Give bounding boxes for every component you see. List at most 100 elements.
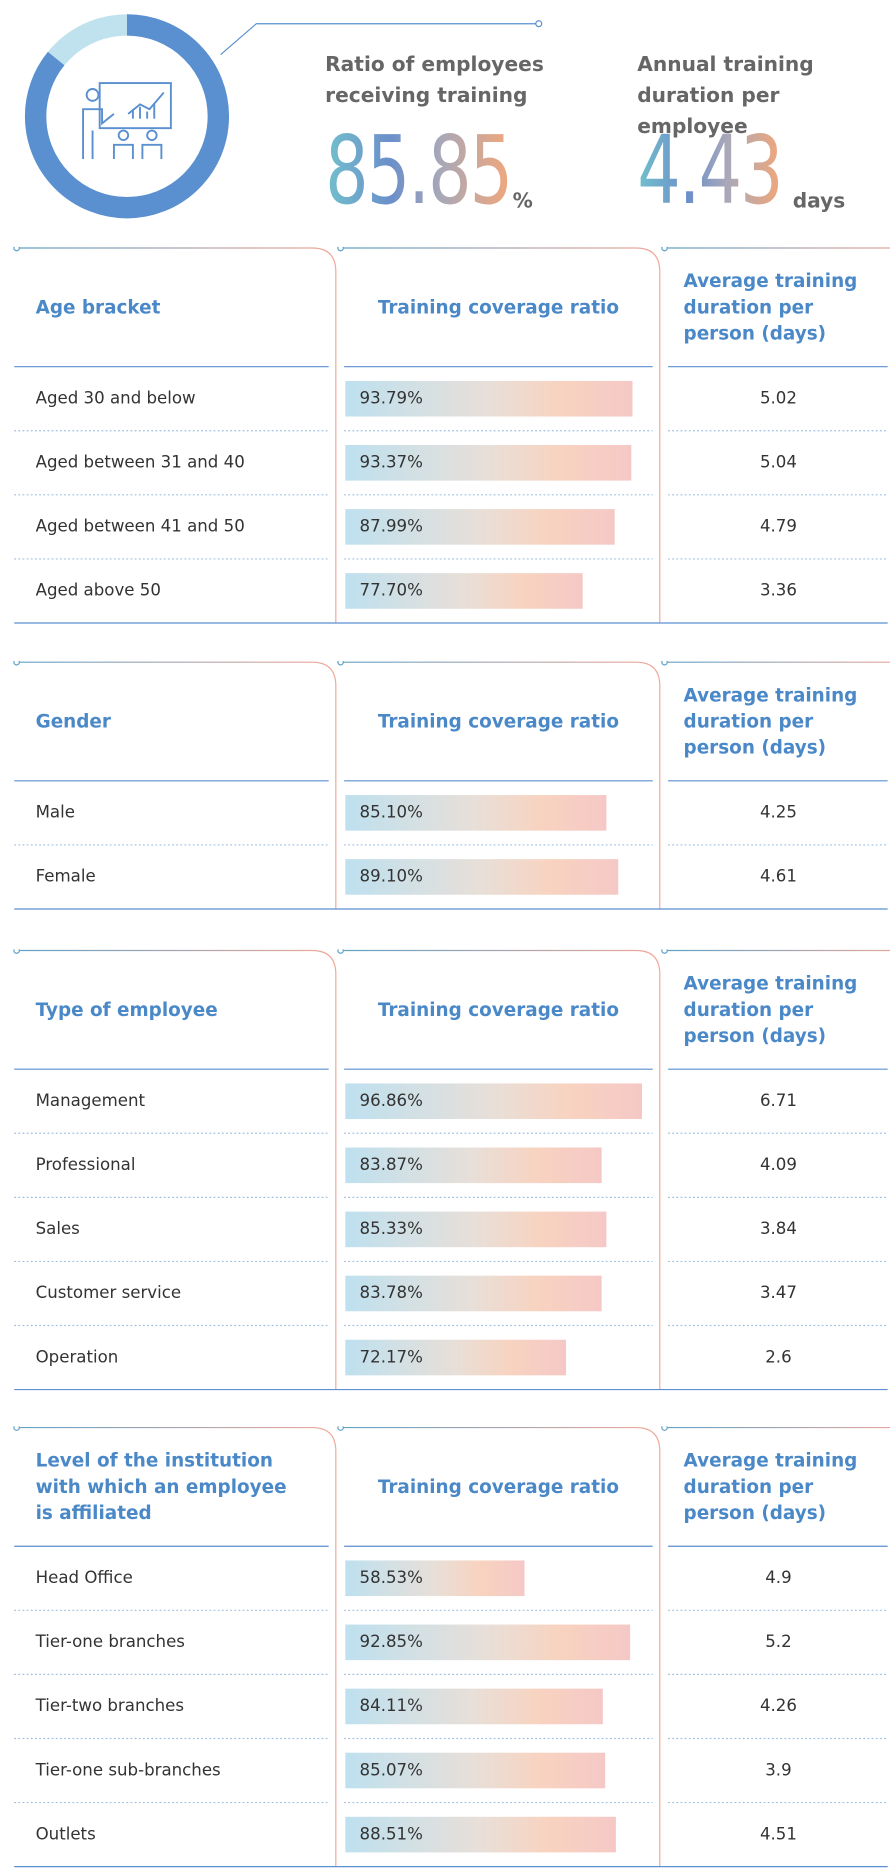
row-label: Tier-two branches (35, 1696, 185, 1716)
duration-value: 4.61 (759, 867, 797, 887)
header-cell: Age bracket (36, 247, 291, 367)
coverage-bar (345, 1816, 617, 1853)
table-frame (13, 246, 890, 624)
column-header: Type of employee (35, 998, 218, 1020)
table-section: Type of employee Training coverage ratio A… (0, 949, 890, 1392)
column-header: Average training duration per person (da… (683, 972, 858, 1047)
column-header: Gender (35, 710, 111, 732)
duration-value: 4.51 (759, 1825, 797, 1845)
border-dot (337, 660, 344, 666)
duration-value: 5.04 (759, 453, 797, 473)
row-label: Aged above 50 (35, 581, 161, 601)
duration-value: 3.36 (759, 581, 797, 601)
header-cell: Training coverage ratio (344, 247, 653, 367)
border-dot (661, 949, 668, 954)
coverage-label: 83.78% (359, 1283, 423, 1303)
duration-value: 3.47 (759, 1283, 797, 1303)
duration-value: 5.2 (765, 1632, 792, 1652)
header-cell: Training coverage ratio (344, 949, 653, 1069)
column-header: Training coverage ratio (377, 998, 619, 1020)
coverage-bar (345, 795, 606, 831)
row-label: Male (35, 803, 75, 823)
stat-unit: % (512, 189, 533, 214)
table-section: Gender Training coverage ratio Average tra… (0, 660, 890, 911)
coverage-bar (345, 1211, 607, 1248)
coverage-label: 85.07% (359, 1761, 423, 1781)
row-label: Management (35, 1091, 146, 1111)
column-border (16, 661, 337, 909)
row-label: Sales (35, 1219, 80, 1239)
column-border (340, 1426, 661, 1867)
row-label: Aged between 31 and 40 (35, 453, 245, 473)
column-border (340, 661, 661, 909)
coverage-label: 92.85% (359, 1632, 423, 1652)
coverage-bar (345, 1752, 606, 1789)
column-header: Age bracket (35, 296, 161, 318)
coverage-bar (345, 1147, 603, 1184)
table-section: Level of the institution with which an e… (0, 1426, 890, 1869)
table-frame (13, 1426, 890, 1868)
border-dot (337, 246, 344, 252)
donut-segment (24, 14, 230, 219)
stat-title: Annual training duration per employee (637, 53, 814, 138)
column-header: Training coverage ratio (377, 710, 619, 732)
duration-value: 4.9 (765, 1568, 792, 1588)
coverage-label: 96.86% (359, 1091, 423, 1111)
border-dot (337, 1426, 344, 1431)
border-dot (13, 1426, 20, 1431)
column-border (16, 247, 337, 624)
coverage-bar (345, 445, 632, 481)
coverage-bar (345, 1688, 603, 1725)
row-label: Head Office (35, 1568, 133, 1588)
coverage-bar (345, 380, 633, 417)
column-header: Average training duration per person (da… (683, 684, 858, 758)
row-label: Outlets (35, 1825, 96, 1845)
row-label: Tier-one branches (35, 1632, 185, 1652)
connector-dot (535, 20, 543, 28)
coverage-bar (345, 859, 619, 895)
coverage-bar (345, 573, 584, 609)
header-cell: Average training duration per person (da… (684, 661, 886, 781)
header-graphic (24, 14, 543, 219)
duration-value: 2.6 (765, 1348, 792, 1368)
column-header: Level of the institution with which an e… (35, 1449, 287, 1524)
coverage-bar (345, 1624, 630, 1661)
coverage-label: 89.10% (359, 867, 423, 887)
coverage-bar (345, 1560, 525, 1597)
duration-value: 4.79 (759, 517, 797, 537)
duration-value: 4.25 (759, 803, 797, 823)
column-border (340, 949, 661, 1390)
border-dot (661, 1426, 668, 1431)
coverage-label: 85.33% (359, 1219, 423, 1239)
column-header: Training coverage ratio (377, 1475, 619, 1497)
header-cell: Gender (36, 661, 291, 781)
table-section: Age bracket Training coverage ratio Averag… (0, 246, 890, 626)
coverage-label: 88.51% (359, 1825, 423, 1845)
row-label: Aged 30 and below (35, 389, 196, 409)
duration-value: 3.9 (765, 1761, 792, 1781)
table-frame (13, 660, 890, 910)
border-dot (661, 246, 668, 252)
stat-unit: days (792, 189, 846, 214)
header-cell: Type of employee (36, 949, 291, 1069)
header-cell: Level of the institution with which an e… (36, 1426, 291, 1546)
coverage-bar (345, 1275, 602, 1312)
column-header: Training coverage ratio (377, 296, 619, 318)
border-dot (13, 246, 20, 252)
table-frame (13, 949, 890, 1391)
coverage-label: 93.79% (359, 389, 423, 409)
duration-value: 3.84 (759, 1219, 797, 1239)
coverage-label: 84.11% (359, 1696, 423, 1716)
row-label: Operation (35, 1348, 119, 1368)
duration-value: 5.02 (759, 389, 797, 409)
stat-value: 4.43 (637, 115, 783, 226)
column-border (16, 949, 337, 1390)
duration-value: 4.26 (759, 1696, 797, 1716)
border-dot (13, 660, 20, 666)
column-border (16, 1426, 337, 1867)
header-cell: Training coverage ratio (344, 1426, 653, 1546)
duration-value: 4.09 (759, 1155, 797, 1175)
border-dot (337, 949, 344, 954)
column-header: Average training duration per person (da… (683, 269, 858, 344)
